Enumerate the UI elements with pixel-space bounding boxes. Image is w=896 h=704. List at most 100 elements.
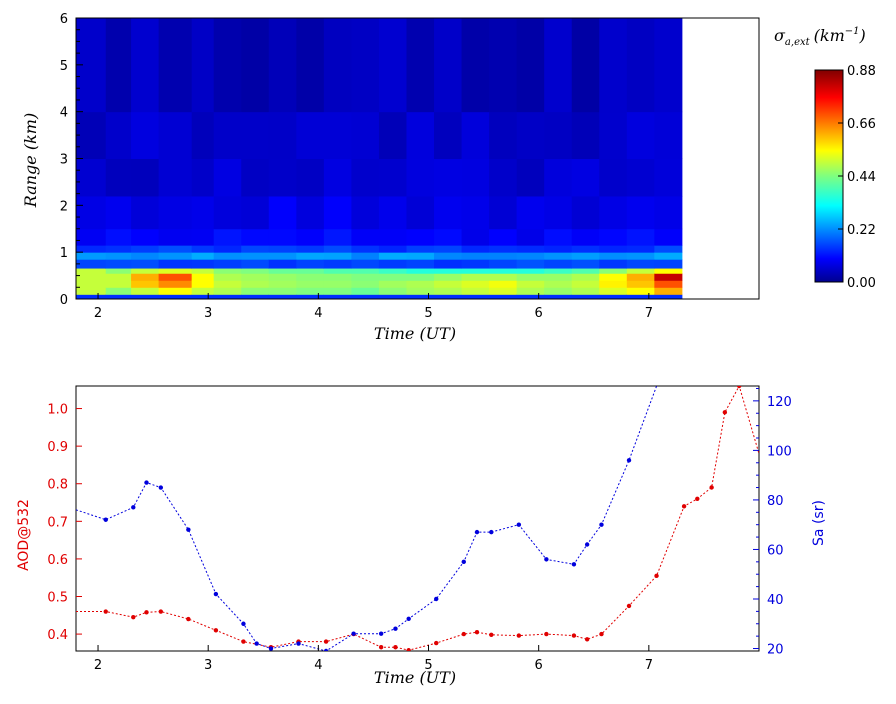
heatmap-cell bbox=[406, 158, 435, 197]
heatmap-cell bbox=[191, 287, 215, 295]
heatmap-cell bbox=[323, 245, 352, 253]
series-point-0 bbox=[378, 645, 384, 650]
heatmap-cell bbox=[76, 111, 107, 159]
heatmap-cell bbox=[434, 18, 463, 113]
heatmap-cell bbox=[213, 287, 242, 295]
x-tick-label: 3 bbox=[204, 658, 212, 673]
series-point-1 bbox=[461, 559, 466, 565]
heatmap-cell bbox=[434, 273, 463, 281]
left-tick-label: 0.8 bbox=[47, 478, 68, 493]
left-tick-label: 0.5 bbox=[47, 590, 68, 605]
heatmap-cell bbox=[158, 18, 193, 113]
heatmap-cell bbox=[191, 158, 215, 197]
colorbar: σa,ext (km−1) 0.00 0.22 0.44 0.66 0.88 bbox=[774, 26, 876, 291]
heatmap-cell bbox=[296, 195, 325, 230]
heatmap-cell bbox=[213, 268, 242, 274]
heatmap-cell bbox=[213, 111, 242, 159]
heatmap-cell bbox=[268, 287, 297, 295]
heatmap-cell bbox=[213, 294, 242, 300]
line-series bbox=[76, 386, 759, 651]
heatmap-cell bbox=[434, 280, 463, 288]
colorbar-tick-label: 0.22 bbox=[847, 223, 876, 238]
heatmap-cell bbox=[351, 228, 380, 246]
heatmap-cell bbox=[599, 252, 628, 260]
heatmap-cell bbox=[76, 245, 107, 253]
heatmap-cell bbox=[516, 294, 545, 300]
x-tick-label: 6 bbox=[535, 658, 543, 673]
series-point-0 bbox=[489, 632, 494, 638]
heatmap-cell bbox=[268, 245, 297, 253]
heatmap-cell bbox=[191, 280, 215, 288]
series-point-0 bbox=[474, 630, 480, 635]
series-point-0 bbox=[158, 609, 164, 614]
heatmap-cell bbox=[599, 18, 628, 113]
y-tick-label: 3 bbox=[60, 153, 68, 168]
heatmap-cell bbox=[516, 259, 545, 270]
heatmap-cell bbox=[571, 252, 600, 260]
x-tick-label: 5 bbox=[424, 306, 432, 321]
heatmap-cell bbox=[516, 195, 545, 230]
heatmap-cell bbox=[76, 268, 107, 274]
heatmap-cell bbox=[406, 273, 435, 281]
series-line-0 bbox=[76, 386, 759, 651]
heatmap-cell bbox=[461, 280, 490, 288]
heatmap-cell bbox=[461, 111, 490, 159]
heatmap-cell bbox=[158, 280, 193, 288]
heatmap-cell bbox=[191, 245, 215, 253]
heatmap-cell bbox=[544, 287, 573, 295]
heatmap-cell bbox=[296, 294, 325, 300]
heatmap-cell bbox=[213, 280, 242, 288]
series-point-1 bbox=[158, 485, 164, 490]
series-point-1 bbox=[241, 621, 246, 626]
heatmap-cell bbox=[434, 158, 463, 197]
heatmap-y-ticks: 0 1 2 3 4 5 6 bbox=[60, 12, 83, 308]
heatmap-cell bbox=[544, 259, 573, 270]
heatmap-cell bbox=[105, 228, 132, 246]
heatmap-cell bbox=[213, 259, 242, 270]
heatmap-y-label: Range (km) bbox=[21, 113, 40, 208]
heatmap-cell bbox=[571, 111, 600, 159]
heatmap-cell bbox=[378, 228, 407, 246]
left-axis-label: AOD@532 bbox=[16, 499, 32, 571]
heatmap-cell bbox=[296, 245, 325, 253]
heatmap-cell bbox=[158, 287, 193, 295]
series-point-0 bbox=[131, 614, 136, 620]
series-point-1 bbox=[378, 631, 384, 636]
left-tick-label: 0.4 bbox=[47, 628, 68, 643]
heatmap-panel: 2 3 4 5 6 7 0 1 2 3 4 5 6 Time (UT) Range (km) bbox=[21, 12, 760, 343]
line-frame bbox=[75, 385, 760, 652]
x-tick-label: 4 bbox=[314, 306, 322, 321]
heatmap-cell bbox=[626, 111, 655, 159]
heatmap-cell bbox=[268, 280, 297, 288]
heatmap-cell bbox=[489, 268, 518, 274]
heatmap-cell bbox=[461, 287, 490, 295]
heatmap-cell bbox=[105, 280, 132, 288]
heatmap-cell bbox=[268, 111, 297, 159]
heatmap-cell bbox=[105, 273, 132, 281]
heatmap-cell bbox=[626, 268, 655, 274]
heatmap-cell bbox=[351, 245, 380, 253]
heatmap-cell bbox=[76, 259, 107, 270]
heatmap-cell bbox=[571, 287, 600, 295]
heatmap-cell bbox=[105, 252, 132, 260]
x-tick-label: 3 bbox=[204, 306, 212, 321]
heatmap-cell bbox=[626, 195, 655, 230]
series-point-1 bbox=[434, 596, 439, 602]
heatmap-cell bbox=[378, 294, 407, 300]
series-point-1 bbox=[599, 522, 604, 527]
line-x-ticks: 2 3 4 5 6 7 bbox=[94, 645, 653, 673]
heatmap-cell bbox=[489, 195, 518, 230]
heatmap-cell bbox=[323, 259, 352, 270]
line-left-ticks: 0.4 0.5 0.6 0.7 0.8 0.9 1.0 bbox=[47, 403, 82, 643]
series-point-1 bbox=[323, 648, 329, 651]
heatmap-cell bbox=[296, 259, 325, 270]
heatmap-cell bbox=[461, 158, 490, 197]
heatmap-cell bbox=[599, 268, 628, 274]
series-point-0 bbox=[695, 496, 700, 501]
series-point-1 bbox=[626, 458, 632, 463]
x-tick-label: 2 bbox=[94, 658, 102, 673]
heatmap-cell bbox=[213, 273, 242, 281]
heatmap-cell bbox=[131, 245, 160, 253]
heatmap-cell bbox=[378, 287, 407, 295]
y-tick-label: 5 bbox=[60, 59, 68, 74]
